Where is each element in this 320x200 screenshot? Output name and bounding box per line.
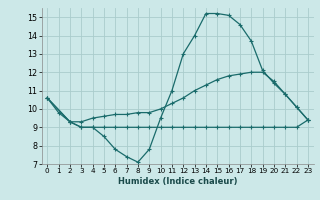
X-axis label: Humidex (Indice chaleur): Humidex (Indice chaleur) [118,177,237,186]
